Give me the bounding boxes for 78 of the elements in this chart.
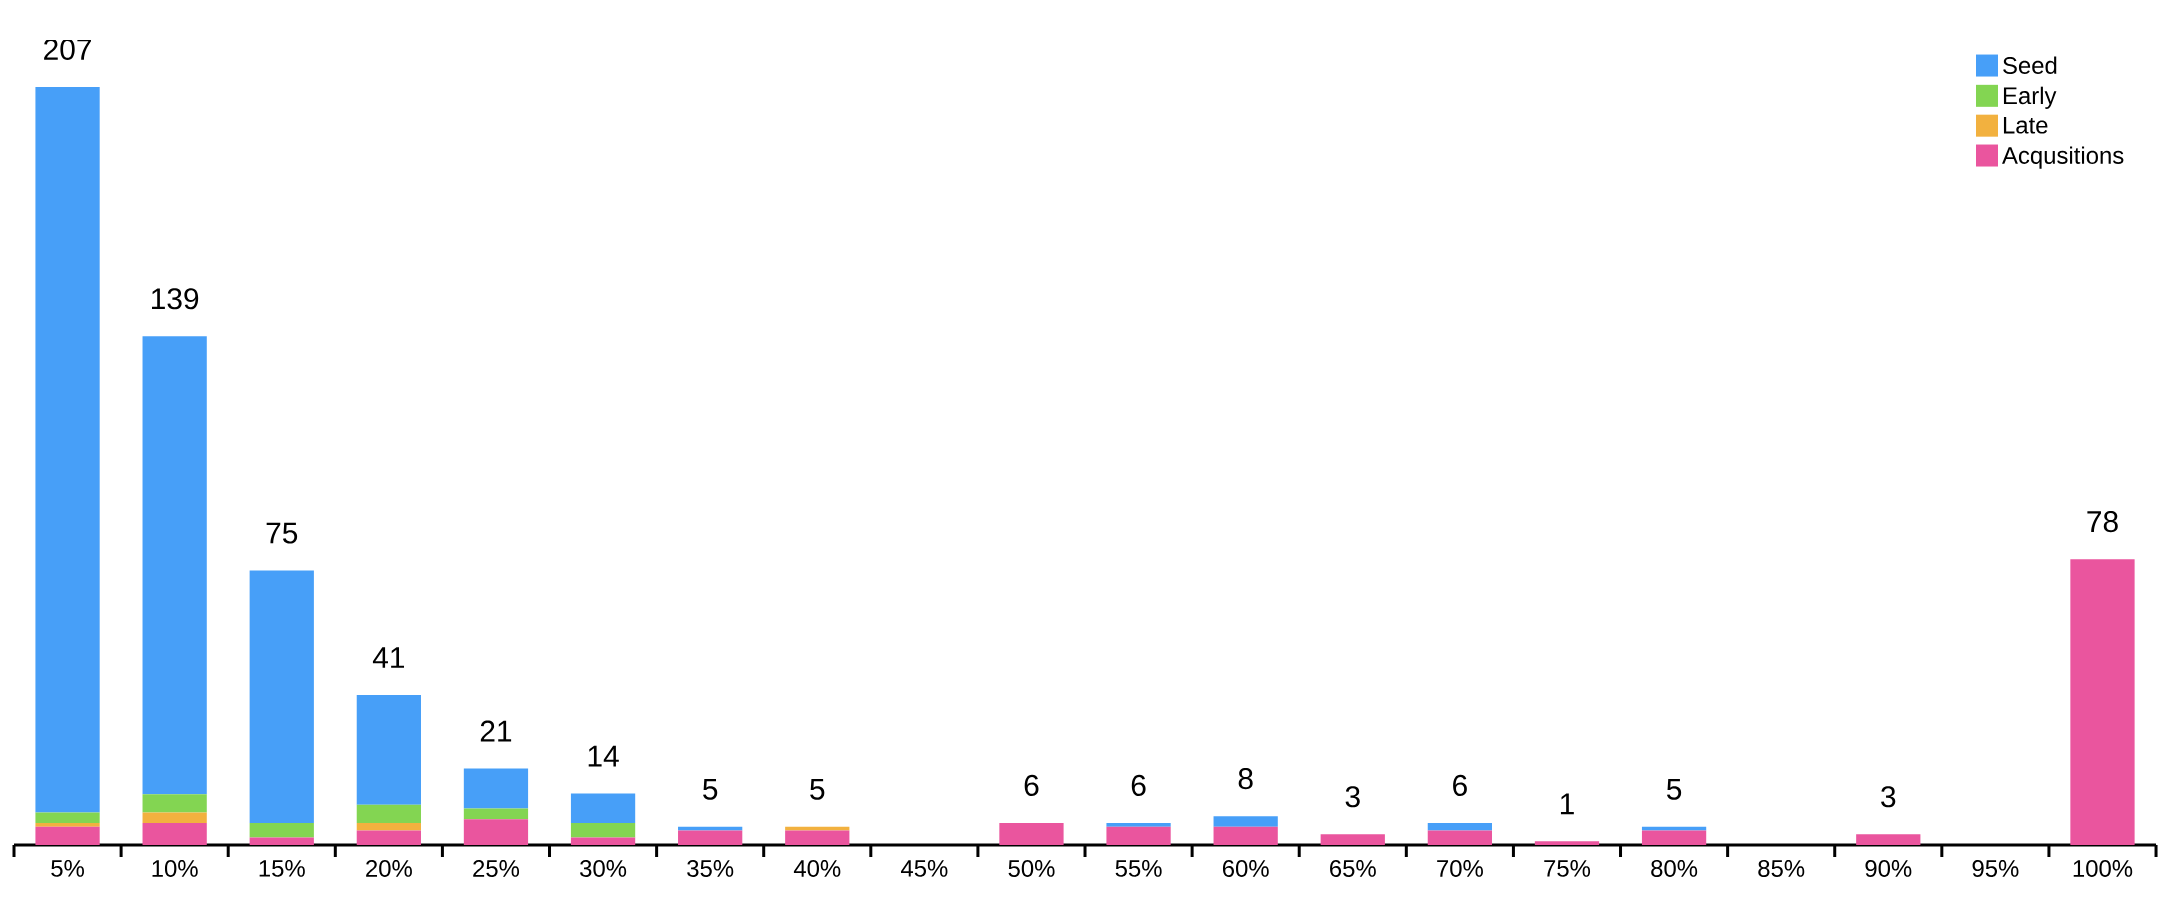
annotation: 8 <box>1238 767 1253 790</box>
x-tick-label: 75% <box>1544 860 1591 877</box>
bar <box>356 804 421 823</box>
x-tick-label: 85% <box>1758 860 1805 877</box>
bar <box>1427 830 1492 845</box>
annotation: 21 <box>480 720 512 742</box>
x-tick-label: 20% <box>366 860 412 877</box>
bar <box>678 830 743 845</box>
bar <box>249 570 314 823</box>
bar <box>2070 559 2135 845</box>
x-tick-label: 35% <box>687 860 734 877</box>
bar <box>1427 823 1492 831</box>
bar <box>249 837 314 845</box>
bar <box>249 823 314 838</box>
bar <box>463 768 529 809</box>
x-tick-label: 15% <box>259 860 305 877</box>
annotation: 6 <box>1453 774 1467 796</box>
bar <box>142 812 207 823</box>
annotation: 139 <box>152 288 199 310</box>
legend-label: Early <box>2003 86 2057 109</box>
bar <box>142 794 207 813</box>
legend-label: Late <box>2003 116 2048 134</box>
bar <box>1213 816 1278 827</box>
bar <box>1641 830 1707 845</box>
annotation: 6 <box>1131 774 1146 796</box>
legend-label: Seed <box>2003 56 2057 74</box>
bar <box>142 823 207 845</box>
annotation: 3 <box>1345 786 1360 808</box>
bar <box>356 830 421 845</box>
annotation: 1 <box>1560 793 1574 815</box>
annotation: 5 <box>810 778 825 800</box>
x-tick-label: 30% <box>580 860 627 877</box>
bar <box>1106 826 1171 845</box>
bar <box>463 808 529 820</box>
bar <box>35 86 100 813</box>
x-tick-label: 90% <box>1865 860 1912 877</box>
bar <box>1320 834 1385 845</box>
bar <box>1534 841 1600 845</box>
bar <box>35 826 100 845</box>
x-tick-label: 60% <box>1222 860 1269 877</box>
bar <box>1641 826 1707 831</box>
bar <box>1856 834 1921 845</box>
bar <box>570 793 636 823</box>
x-tick-label: 5% <box>51 860 84 877</box>
x-tick-label: 45% <box>901 860 948 877</box>
x-tick-label: 55% <box>1115 860 1162 877</box>
bar <box>463 819 529 845</box>
annotation: 5 <box>703 778 718 800</box>
annotation: 78 <box>2087 511 2118 533</box>
x-tick-label: 65% <box>1330 860 1376 877</box>
bar <box>356 694 421 805</box>
x-tick-label: 50% <box>1008 860 1055 877</box>
annotation: 3 <box>1881 786 1896 808</box>
bar <box>570 837 636 845</box>
x-tick-label: 70% <box>1437 860 1483 877</box>
annotation: 41 <box>372 647 405 668</box>
bar <box>570 823 636 838</box>
x-tick-label: 95% <box>1972 860 2019 877</box>
bar <box>35 812 100 823</box>
bar <box>1213 826 1278 845</box>
annotation: 75 <box>266 522 298 544</box>
bar <box>678 826 743 831</box>
legend-label: Acqusitions <box>2002 146 2124 169</box>
annotation: 14 <box>588 745 619 767</box>
bar <box>1106 823 1171 827</box>
bar <box>35 823 100 827</box>
annotation: 6 <box>1024 774 1039 796</box>
x-tick-label: 100% <box>2073 860 2133 877</box>
x-tick-label: 40% <box>793 860 841 877</box>
annotation: 5 <box>1666 778 1682 800</box>
bar <box>785 830 850 845</box>
x-tick-label: 80% <box>1651 860 1698 877</box>
bar <box>999 823 1064 845</box>
bar <box>356 823 421 831</box>
bar <box>785 826 850 831</box>
x-tick-label: 25% <box>473 860 520 877</box>
x-tick-label: 10% <box>152 860 198 877</box>
bar <box>142 336 207 795</box>
